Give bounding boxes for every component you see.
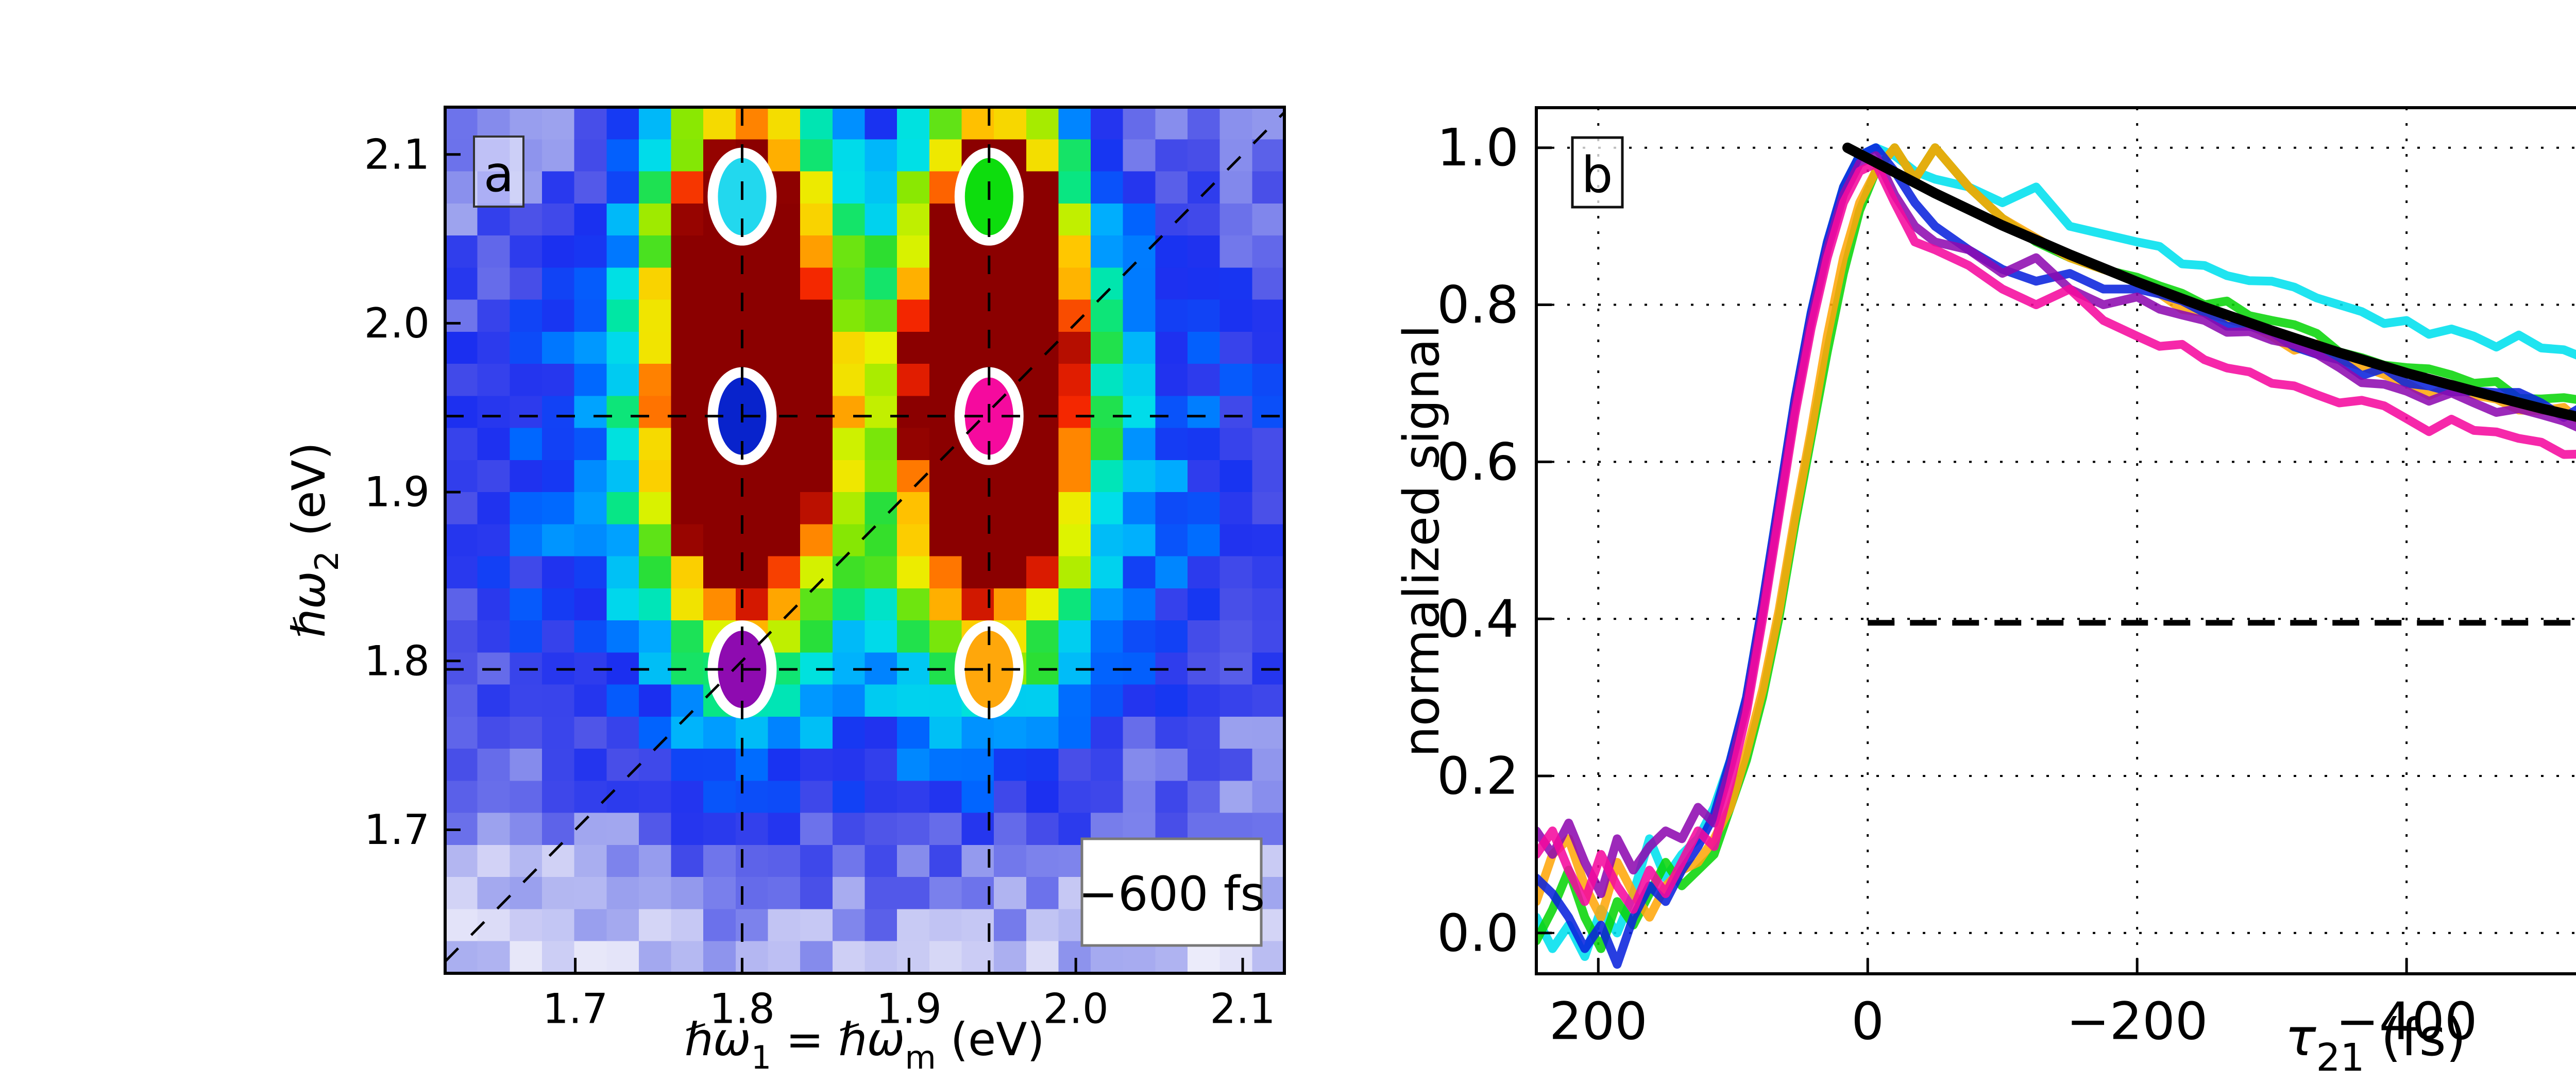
panel-b: 2000−200−400−600−800−10000.00.20.40.60.8… [1394,106,2576,1080]
y-tick-label: 0.6 [1437,432,1519,492]
x-tick-label: 200 [1549,991,1648,1052]
x-tick-label: 2.0 [1043,985,1109,1033]
panel-b-letter-box [1571,136,1624,209]
panel-b-traces [1536,142,2576,969]
x-tick-label: 2.1 [1210,985,1275,1033]
trace-magenta [1536,159,2576,914]
panel-a: 1.7 1.8 1.9 2.0 2.1 1.7 1.8 1.9 2.0 2.1 a −600 fs… [282,106,1286,1076]
panel-a-tick-labels: 1.7 1.8 1.9 2.0 2.1 1.7 1.8 1.9 2.0 2.1 [364,130,1276,1033]
panel-b-spine [1535,106,2576,975]
y-tick-label: 0.2 [1437,746,1519,806]
panel-a-letter: a [484,145,514,203]
y-tick-label: 1.0 [1437,117,1519,178]
x-tick-label: 1.9 [876,985,942,1033]
panel-b-xlabel: τ21 (fs) [2285,1007,2466,1080]
x-tick-label: 0 [1851,991,1884,1052]
fit-line [1842,142,2576,422]
guide-diagonal [445,111,1284,962]
panel-a-ticks [445,153,1244,973]
y-tick-label: 1.7 [364,806,430,854]
panel-b-letter: b [1582,146,1613,204]
panel-a-letter-box [473,136,524,208]
time-label-box [1080,837,1263,947]
x-tick-label: 1.7 [543,985,608,1033]
panel-b-ticks [1536,146,2408,974]
heatmap-guide-lines [445,107,1284,973]
panel-a-xlabel: ℏω1 = ℏωm (eV) [684,1013,1044,1076]
y-tick-label: 1.8 [364,637,430,685]
y-tick-label: 0.8 [1437,275,1519,335]
trace-green [1536,143,2576,953]
trace-orange [1536,143,2576,922]
panel-b-ylabel: normalized signal [1394,325,1450,757]
heatmap-markers [707,147,1024,719]
x-tick-label: 1.8 [709,985,775,1033]
time-label: −600 fs [1078,867,1265,922]
panel-a-ylabel: ℏω2 (eV) [282,442,346,638]
x-tick-label: −200 [2066,991,2208,1052]
panel-b-tick-labels: 2000−200−400−600−800−10000.00.20.40.60.8… [1437,117,2478,1052]
y-tick-label: 1.9 [364,468,430,516]
y-tick-label: 2.0 [364,299,430,347]
x-tick-label: −400 [2336,991,2478,1052]
panel-a-spine [444,106,1286,975]
y-tick-label: 0.0 [1437,903,1519,963]
y-tick-label: 2.1 [364,130,430,178]
trace-purple [1536,151,2576,898]
y-tick-label: 0.4 [1437,589,1519,649]
heatmap-image [445,107,1284,973]
